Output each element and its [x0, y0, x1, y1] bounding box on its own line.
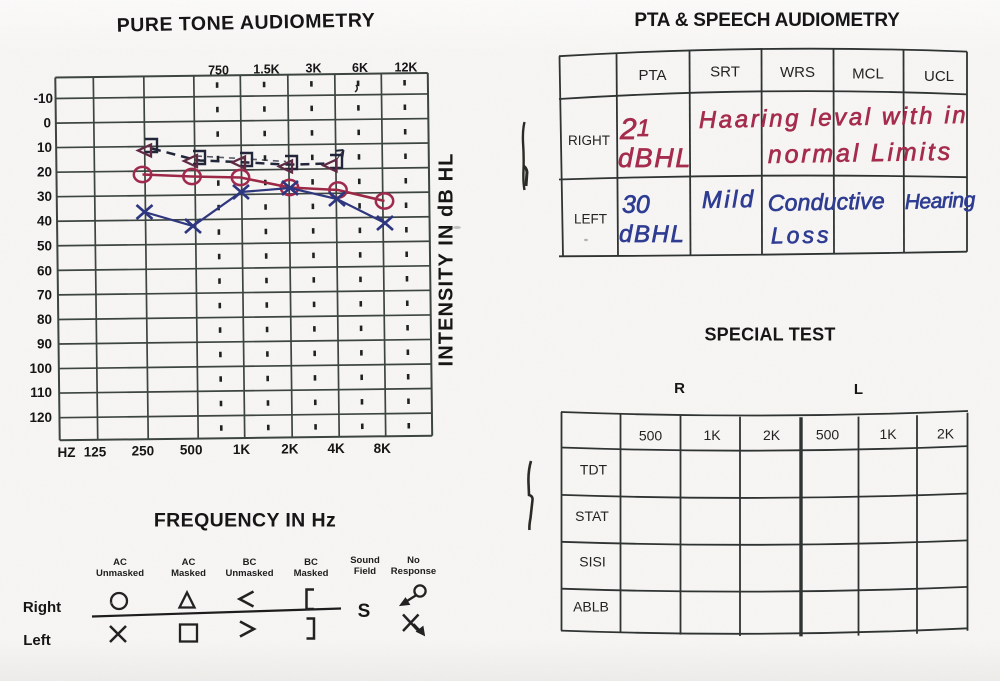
svg-text:R: R	[674, 380, 685, 397]
svg-text:Unmasked: Unmasked	[96, 568, 144, 579]
svg-text:UCL: UCL	[924, 68, 954, 85]
svg-text:2K: 2K	[281, 442, 299, 457]
svg-text:FREQUENCY IN Hz: FREQUENCY IN Hz	[154, 510, 336, 532]
svg-text:0: 0	[43, 116, 51, 131]
svg-text:TDT: TDT	[580, 462, 608, 478]
svg-text:250: 250	[132, 444, 155, 459]
svg-text:L: L	[854, 381, 863, 398]
svg-text:STAT: STAT	[575, 508, 609, 524]
svg-text:500: 500	[816, 427, 840, 443]
svg-text:PURE TONE AUDIOMETRY: PURE TONE AUDIOMETRY	[117, 9, 376, 36]
svg-text:BC: BC	[304, 557, 318, 568]
svg-text:750: 750	[208, 64, 229, 78]
svg-text:40: 40	[37, 214, 52, 229]
svg-text:RIGHT: RIGHT	[568, 133, 610, 148]
svg-text:50: 50	[37, 239, 52, 254]
svg-text:PTA: PTA	[638, 67, 666, 84]
svg-text:normal Limits: normal Limits	[768, 138, 954, 169]
svg-text:4K: 4K	[327, 441, 345, 456]
svg-text:21: 21	[619, 113, 650, 146]
svg-text:Field: Field	[354, 566, 376, 577]
svg-text:60: 60	[37, 264, 52, 279]
svg-text:1K: 1K	[879, 426, 897, 442]
svg-text:1K: 1K	[233, 442, 251, 457]
svg-text:8K: 8K	[374, 441, 392, 456]
svg-text:1.5K: 1.5K	[253, 63, 279, 77]
svg-text:12K: 12K	[395, 61, 418, 75]
svg-text:ABLB: ABLB	[573, 599, 609, 615]
svg-text:10: 10	[37, 140, 52, 155]
svg-text:MCL: MCL	[852, 66, 884, 83]
svg-text:500: 500	[639, 428, 663, 444]
svg-text:Right: Right	[23, 599, 61, 616]
svg-text:WRS: WRS	[780, 64, 815, 81]
svg-text:3K: 3K	[306, 62, 322, 76]
svg-text:HZ: HZ	[58, 445, 76, 460]
svg-text:90: 90	[37, 337, 52, 352]
svg-text:110: 110	[30, 385, 52, 400]
svg-text:SISI: SISI	[579, 554, 605, 570]
svg-text:Sound: Sound	[350, 555, 380, 566]
svg-text:Loss: Loss	[771, 221, 832, 248]
svg-text:1K: 1K	[703, 427, 721, 443]
svg-text:2K: 2K	[937, 426, 955, 442]
svg-text:80: 80	[37, 312, 52, 327]
svg-text:SRT: SRT	[710, 64, 740, 81]
svg-text:100: 100	[29, 361, 52, 376]
svg-text:Haaring leval with in: Haaring leval with in	[699, 102, 969, 134]
svg-text:Hearing: Hearing	[904, 189, 976, 214]
svg-text:SPECIAL TEST: SPECIAL TEST	[704, 325, 835, 345]
svg-text:6K: 6K	[352, 61, 368, 75]
svg-text:Conductive: Conductive	[768, 188, 886, 216]
svg-text:S: S	[358, 601, 371, 622]
svg-text:500: 500	[180, 443, 203, 458]
svg-text:2K: 2K	[763, 427, 781, 443]
svg-text:70: 70	[37, 287, 52, 302]
svg-text:Masked: Masked	[171, 568, 206, 579]
svg-text:125: 125	[84, 445, 107, 460]
svg-text:Unmasked: Unmasked	[225, 568, 273, 579]
svg-text:Mild: Mild	[702, 186, 757, 214]
svg-text:dBHL: dBHL	[618, 143, 692, 173]
svg-text:Masked: Masked	[294, 568, 329, 579]
svg-text:dBHL: dBHL	[619, 221, 685, 248]
svg-text:AC: AC	[113, 557, 127, 568]
svg-text:INTENSITY IN dB HL: INTENSITY IN dB HL	[436, 153, 458, 367]
svg-text:No: No	[407, 555, 420, 566]
svg-text:-10: -10	[33, 91, 53, 106]
svg-text:120: 120	[29, 410, 52, 425]
svg-text:30: 30	[37, 189, 52, 204]
svg-text:BC: BC	[243, 557, 257, 568]
svg-text:20: 20	[37, 165, 52, 180]
svg-text:LEFT: LEFT	[574, 212, 607, 227]
svg-text:Left: Left	[23, 632, 51, 649]
svg-text:30: 30	[622, 191, 650, 219]
svg-text:AC: AC	[182, 557, 196, 568]
svg-text:PTA & SPEECH AUDIOMETRY: PTA & SPEECH AUDIOMETRY	[634, 10, 900, 31]
svg-text:Response: Response	[391, 566, 436, 577]
